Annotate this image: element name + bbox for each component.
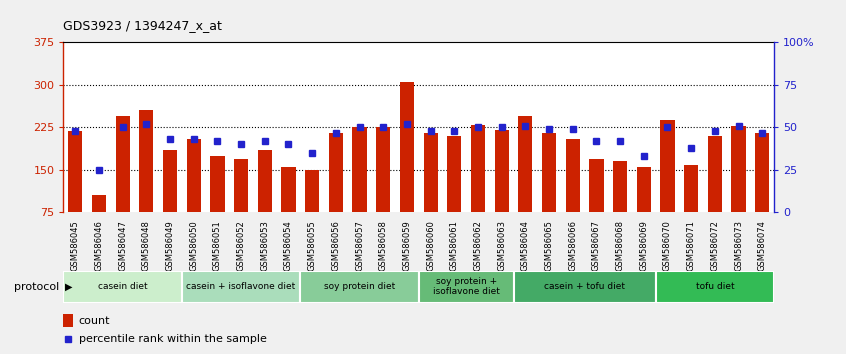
Bar bbox=[590, 159, 603, 212]
Bar bbox=[755, 133, 769, 212]
Text: protocol: protocol bbox=[14, 282, 59, 292]
Bar bbox=[376, 127, 390, 212]
Bar bbox=[282, 167, 295, 212]
Bar bbox=[300, 271, 419, 303]
Text: casein diet: casein diet bbox=[98, 282, 147, 291]
Bar bbox=[542, 133, 556, 212]
Bar bbox=[637, 167, 651, 212]
Bar bbox=[708, 136, 722, 212]
Text: tofu diet: tofu diet bbox=[695, 282, 734, 291]
Bar bbox=[116, 116, 129, 212]
Bar bbox=[495, 130, 508, 212]
Bar bbox=[258, 150, 272, 212]
Text: casein + tofu diet: casein + tofu diet bbox=[544, 282, 625, 291]
Bar bbox=[353, 127, 366, 212]
Bar bbox=[448, 136, 461, 212]
Bar bbox=[69, 131, 82, 212]
Bar bbox=[187, 139, 201, 212]
Bar bbox=[140, 110, 153, 212]
Text: soy protein diet: soy protein diet bbox=[324, 282, 395, 291]
Bar bbox=[566, 139, 580, 212]
Bar bbox=[305, 170, 319, 212]
Bar bbox=[684, 165, 698, 212]
Bar bbox=[613, 161, 627, 212]
Text: ▶: ▶ bbox=[65, 282, 73, 292]
Bar bbox=[656, 271, 774, 303]
Text: casein + isoflavone diet: casein + isoflavone diet bbox=[186, 282, 296, 291]
Bar bbox=[63, 271, 182, 303]
Bar bbox=[163, 150, 177, 212]
Bar bbox=[424, 133, 437, 212]
Bar bbox=[182, 271, 300, 303]
Bar bbox=[63, 314, 73, 327]
Bar bbox=[400, 82, 414, 212]
Text: count: count bbox=[79, 316, 110, 326]
Bar bbox=[211, 156, 224, 212]
Text: soy protein +
isoflavone diet: soy protein + isoflavone diet bbox=[432, 277, 500, 296]
Bar bbox=[471, 125, 485, 212]
Bar bbox=[519, 116, 532, 212]
Bar bbox=[732, 126, 745, 212]
Bar bbox=[419, 271, 514, 303]
Bar bbox=[661, 120, 674, 212]
Text: GDS3923 / 1394247_x_at: GDS3923 / 1394247_x_at bbox=[63, 19, 222, 32]
Bar bbox=[92, 195, 106, 212]
Bar bbox=[234, 159, 248, 212]
Bar bbox=[514, 271, 656, 303]
Text: percentile rank within the sample: percentile rank within the sample bbox=[79, 334, 266, 344]
Bar bbox=[329, 133, 343, 212]
